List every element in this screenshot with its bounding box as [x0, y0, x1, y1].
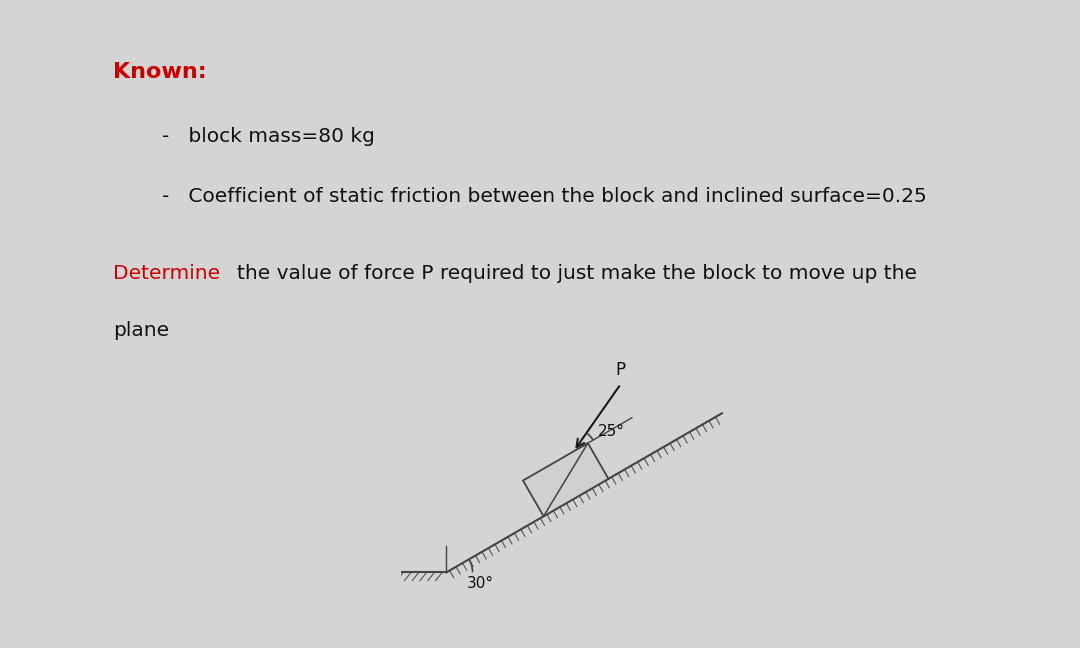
Text: -   Coefficient of static friction between the block and inclined surface=0.25: - Coefficient of static friction between…	[162, 187, 928, 206]
Text: plane: plane	[112, 321, 168, 340]
Text: Determine: Determine	[112, 264, 220, 283]
Text: 25°: 25°	[598, 424, 625, 439]
Text: P: P	[616, 362, 626, 380]
Text: Known:: Known:	[112, 62, 206, 82]
Polygon shape	[523, 443, 608, 516]
Text: 30°: 30°	[467, 576, 494, 591]
Text: -   block mass=80 kg: - block mass=80 kg	[162, 127, 376, 146]
Text: the value of force P required to just make the block to move up the: the value of force P required to just ma…	[237, 264, 917, 283]
